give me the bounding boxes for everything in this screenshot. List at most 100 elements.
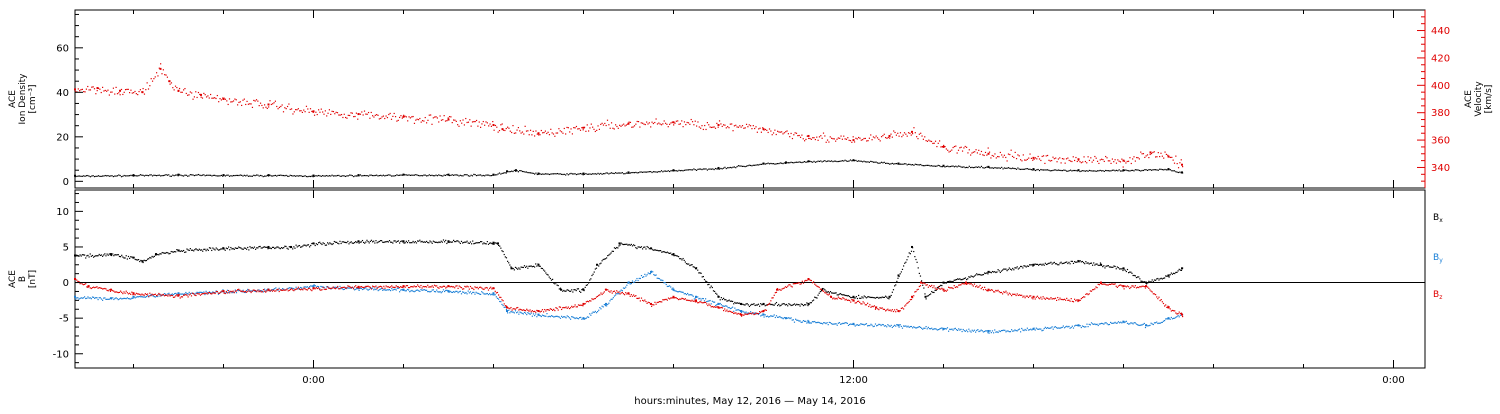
trace-dot <box>1082 170 1084 172</box>
trace-dot <box>195 292 197 294</box>
trace-dot <box>995 331 997 333</box>
trace-dot <box>835 160 837 162</box>
trace-dot <box>864 161 866 163</box>
trace-dot <box>377 289 379 292</box>
trace-dot <box>199 249 202 251</box>
trace-dot <box>377 286 379 288</box>
trace-dot <box>625 286 627 288</box>
trace-dot <box>156 295 158 297</box>
trace-dot <box>321 289 323 291</box>
trace-dot <box>273 289 275 291</box>
trace-dot <box>823 290 825 292</box>
trace-dot <box>430 114 432 116</box>
trace-dot <box>1062 262 1064 264</box>
trace-dot <box>842 322 844 324</box>
trace-dot <box>636 120 638 123</box>
data-point <box>501 128 504 131</box>
trace-dot <box>728 167 730 169</box>
trace-dot <box>879 307 881 309</box>
trace-dot <box>180 91 182 93</box>
trace-dot <box>150 257 152 259</box>
trace-dot <box>684 298 686 300</box>
trace-dot <box>153 296 155 298</box>
trace-dot <box>342 241 344 243</box>
trace-dot <box>841 293 843 296</box>
trace-dot <box>606 257 608 259</box>
trace-dot <box>525 130 528 132</box>
trace-dot <box>1113 161 1115 163</box>
trace-dot <box>1002 156 1004 158</box>
trace-dot <box>373 175 375 177</box>
trace-dot <box>390 175 393 177</box>
trace-dot <box>584 286 586 288</box>
trace-dot <box>529 309 531 311</box>
trace-dot <box>404 115 406 117</box>
trace-dot <box>738 313 740 315</box>
trace-dot <box>137 175 139 177</box>
trace-dot <box>970 166 972 169</box>
trace-dot <box>112 297 114 299</box>
trace-dot <box>607 255 609 257</box>
trace-dot <box>789 284 791 286</box>
trace-dot <box>810 138 812 140</box>
trace-dot <box>660 170 663 172</box>
trace-dot <box>1012 293 1014 295</box>
trace-dot <box>658 301 661 303</box>
trace-dot <box>107 290 109 292</box>
trace-dot <box>523 133 525 135</box>
trace-dot <box>644 171 646 173</box>
trace-dot <box>870 160 872 162</box>
trace-dot <box>219 175 221 177</box>
trace-dot <box>381 175 383 177</box>
trace-dot <box>673 297 675 299</box>
trace-dot <box>1125 169 1127 171</box>
trace-dot <box>151 80 154 82</box>
trace-dot <box>871 139 873 141</box>
trace-dot <box>514 308 517 310</box>
trace-dot <box>816 161 818 163</box>
trace-dot <box>196 291 198 293</box>
trace-dot <box>365 113 367 115</box>
trace-dot <box>547 316 549 318</box>
trace-dot <box>521 266 523 268</box>
trace-dot <box>904 325 906 327</box>
trace-dot <box>106 298 108 300</box>
trace-dot <box>471 121 474 123</box>
trace-dot <box>424 285 427 288</box>
data-point <box>267 103 270 106</box>
trace-dot <box>840 293 842 295</box>
trace-dot <box>365 175 367 177</box>
trace-dot <box>777 130 779 132</box>
trace-dot <box>686 169 688 171</box>
trace-dot <box>305 289 307 291</box>
trace-dot <box>385 285 387 287</box>
trace-dot <box>961 330 963 333</box>
trace-dot <box>331 110 333 112</box>
trace-dot <box>135 296 137 298</box>
trace-dot <box>893 163 895 165</box>
trace-dot <box>998 156 1000 158</box>
trace-dot <box>88 89 90 91</box>
trace-dot <box>149 85 151 87</box>
trace-dot <box>352 287 355 289</box>
trace-dot <box>1178 316 1180 318</box>
trace-dot <box>791 304 793 306</box>
trace-dot <box>890 294 892 297</box>
trace-dot <box>983 167 985 169</box>
trace-dot <box>779 315 781 318</box>
trace-dot <box>660 124 663 126</box>
trace-dot <box>620 125 622 127</box>
trace-dot <box>628 172 630 174</box>
trace-dot <box>347 285 349 287</box>
trace-dot <box>438 241 440 243</box>
trace-dot <box>1085 261 1087 263</box>
trace-dot <box>901 136 903 138</box>
trace-dot <box>476 286 478 288</box>
trace-dot <box>390 241 392 243</box>
trace-dot <box>655 249 657 251</box>
trace-dot <box>925 284 927 286</box>
trace-dot <box>1115 268 1117 270</box>
trace-dot <box>252 289 254 291</box>
trace-dot <box>87 286 89 289</box>
trace-dot <box>142 261 144 264</box>
